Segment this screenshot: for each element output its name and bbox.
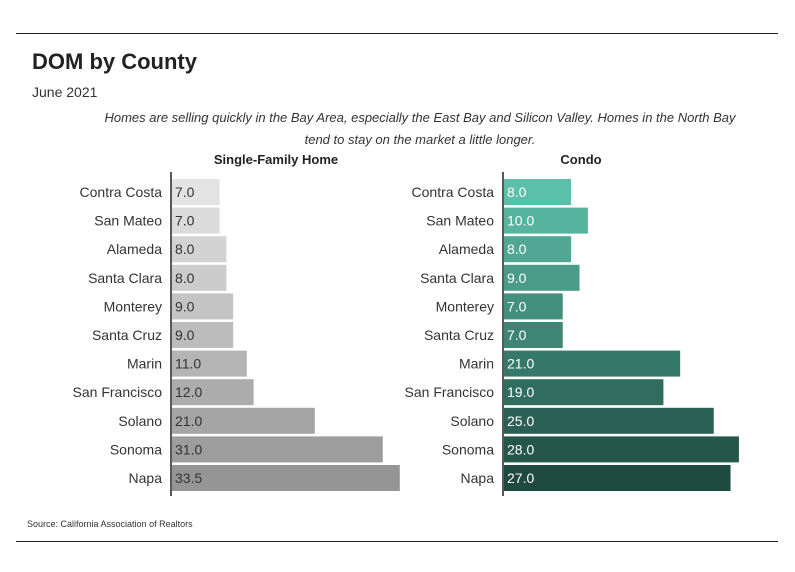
bar — [172, 465, 400, 491]
bar — [172, 236, 227, 263]
category-label: San Francisco — [73, 384, 163, 400]
bar — [504, 264, 580, 291]
chart-title: DOM by County — [32, 49, 197, 74]
bar — [504, 293, 563, 320]
bar-value-label: 9.0 — [507, 270, 527, 286]
bar — [172, 436, 383, 463]
bar — [172, 350, 247, 377]
category-label: Alameda — [107, 241, 162, 257]
bar-value-label: 12.0 — [175, 384, 202, 400]
bar — [172, 207, 220, 234]
category-label: Sonoma — [110, 441, 162, 457]
bar-value-label: 19.0 — [507, 384, 534, 400]
category-label: Alameda — [439, 241, 494, 257]
bar — [172, 379, 254, 406]
category-label: Contra Costa — [412, 184, 495, 200]
bar — [504, 436, 739, 463]
bar-value-label: 11.0 — [175, 356, 201, 372]
bar-value-label: 21.0 — [175, 413, 202, 429]
bar-value-label: 8.0 — [507, 184, 527, 200]
bar — [172, 407, 315, 434]
bottom-rule — [16, 541, 778, 542]
category-label: Contra Costa — [80, 184, 163, 200]
bar — [504, 207, 588, 234]
category-label: Napa — [461, 470, 495, 486]
bar-value-label: 31.0 — [175, 441, 202, 457]
bar — [504, 322, 563, 348]
bar — [172, 179, 220, 205]
bar — [504, 407, 714, 434]
panel-title: Single-Family Home — [214, 152, 338, 167]
category-label: Monterey — [104, 298, 162, 314]
category-label: Santa Clara — [420, 270, 494, 286]
category-label: Solano — [450, 413, 494, 429]
category-label: Marin — [127, 356, 162, 372]
bar — [504, 236, 572, 263]
bar-value-label: 7.0 — [175, 213, 195, 229]
source-note: Source: California Association of Realto… — [27, 519, 193, 529]
chart-description: Homes are selling quickly in the Bay Are… — [104, 110, 736, 147]
bar-value-label: 7.0 — [175, 184, 195, 200]
bar-value-label: 8.0 — [507, 241, 527, 257]
category-label: Monterey — [436, 298, 494, 314]
category-label: Santa Cruz — [92, 327, 162, 343]
bar — [172, 264, 227, 291]
category-label: Santa Clara — [88, 270, 162, 286]
bar — [504, 465, 731, 491]
bar-value-label: 25.0 — [507, 413, 534, 429]
category-label: Napa — [129, 470, 163, 486]
category-label: Solano — [118, 413, 162, 429]
bar-value-label: 7.0 — [507, 298, 527, 314]
bar-value-label: 33.5 — [175, 470, 202, 486]
bar-value-label: 9.0 — [175, 327, 195, 343]
category-label: Sonoma — [442, 441, 494, 457]
category-label: Santa Cruz — [424, 327, 494, 343]
panel-title: Condo — [560, 152, 601, 167]
bar — [172, 293, 234, 320]
bar-value-label: 21.0 — [507, 356, 534, 372]
bar-value-label: 9.0 — [175, 298, 195, 314]
category-label: San Mateo — [94, 213, 162, 229]
bar-value-label: 10.0 — [507, 213, 534, 229]
category-label: Marin — [459, 356, 494, 372]
bar-value-label: 8.0 — [175, 270, 195, 286]
bar — [172, 322, 234, 348]
bar — [504, 350, 681, 377]
bar-value-label: 8.0 — [175, 241, 195, 257]
category-label: San Mateo — [426, 213, 494, 229]
bar-value-label: 27.0 — [507, 470, 534, 486]
category-label: San Francisco — [405, 384, 495, 400]
bar-value-label: 7.0 — [507, 327, 527, 343]
bar — [504, 179, 572, 205]
top-rule — [16, 33, 778, 34]
chart-subtitle: June 2021 — [32, 84, 98, 100]
bar-value-label: 28.0 — [507, 441, 534, 457]
bar — [504, 379, 664, 406]
